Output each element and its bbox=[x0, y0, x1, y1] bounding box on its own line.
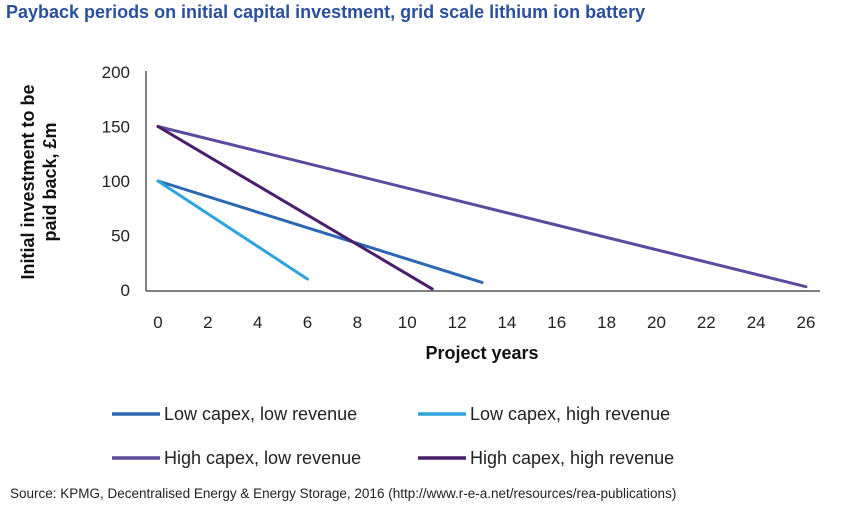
legend-item: High capex, low revenue bbox=[112, 448, 361, 468]
legend-label: Low capex, high revenue bbox=[470, 404, 670, 424]
legend-label: High capex, high revenue bbox=[470, 448, 674, 468]
y-tick-label: 200 bbox=[102, 63, 130, 82]
y-axis-label-line: paid back, £m bbox=[40, 122, 60, 241]
x-tick-label: 4 bbox=[253, 313, 262, 332]
series-line bbox=[156, 179, 309, 281]
series-lines bbox=[156, 125, 808, 291]
x-tick-label: 14 bbox=[497, 313, 516, 332]
series-line bbox=[156, 125, 808, 289]
legend-item: High capex, high revenue bbox=[418, 448, 674, 468]
legend-label: High capex, low revenue bbox=[164, 448, 361, 468]
x-tick-label: 24 bbox=[747, 313, 766, 332]
x-tick-label: 22 bbox=[697, 313, 716, 332]
source-note: Source: KPMG, Decentralised Energy & Ene… bbox=[10, 486, 677, 501]
x-tick-label: 18 bbox=[597, 313, 616, 332]
x-tick-label: 10 bbox=[398, 313, 417, 332]
x-tick-label: 16 bbox=[547, 313, 566, 332]
legend: Low capex, low revenue Low capex, high re… bbox=[112, 404, 674, 468]
legend-item: Low capex, low revenue bbox=[112, 404, 357, 424]
x-tick-label: 6 bbox=[303, 313, 312, 332]
series-line bbox=[156, 125, 434, 291]
x-tick-label: 20 bbox=[647, 313, 666, 332]
x-tick-label: 12 bbox=[448, 313, 467, 332]
chart-title: Payback periods on initial capital inves… bbox=[6, 2, 646, 22]
x-tick-label: 2 bbox=[203, 313, 212, 332]
series-line bbox=[156, 179, 484, 284]
x-axis-label: Project years bbox=[425, 343, 538, 363]
x-tick-label: 8 bbox=[353, 313, 362, 332]
y-tick-label: 100 bbox=[102, 172, 130, 191]
axes bbox=[145, 71, 820, 292]
y-axis-label-line: Initial investment to be bbox=[18, 84, 38, 279]
x-tick-label: 26 bbox=[797, 313, 816, 332]
legend-label: Low capex, low revenue bbox=[164, 404, 357, 424]
legend-item: Low capex, high revenue bbox=[418, 404, 670, 424]
y-tick-label: 50 bbox=[111, 227, 130, 246]
y-tick-label: 150 bbox=[102, 118, 130, 137]
y-tick-label: 0 bbox=[121, 281, 130, 300]
x-tick-label: 0 bbox=[153, 313, 162, 332]
